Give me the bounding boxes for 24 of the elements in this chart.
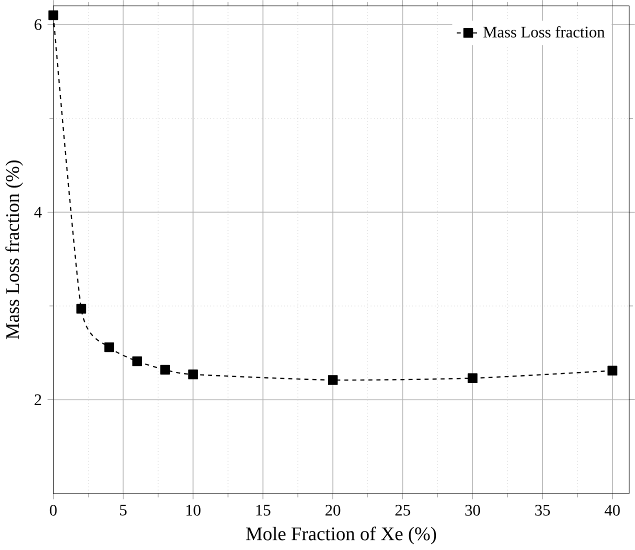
- x-tick-label: 0: [50, 505, 57, 516]
- point: [468, 373, 478, 384]
- point: [132, 356, 142, 366]
- x-tick-label: 5: [120, 505, 127, 516]
- x-tick-label: 25: [395, 505, 410, 516]
- point: [188, 370, 198, 380]
- x-tick-label: 20: [326, 505, 340, 516]
- point: [104, 342, 114, 352]
- point: [160, 365, 170, 375]
- x-tick-label: 40: [604, 505, 620, 516]
- x-tick-label: 30: [465, 505, 480, 516]
- point: [48, 10, 58, 20]
- point: [608, 366, 618, 376]
- point: [328, 375, 338, 386]
- y-tick-label: 4: [34, 207, 42, 218]
- legend-label: Mass Loss fraction: [483, 26, 605, 38]
- x-tick-label: 10: [186, 505, 200, 516]
- x-tick-label: 15: [256, 505, 270, 516]
- y-tick-label: 2: [34, 394, 42, 406]
- x-axis-title: Mole Fraction of Xe (%): [246, 526, 436, 544]
- y-axis-title: Mass Loss fraction (%): [5, 160, 23, 340]
- x-tick-label: 35: [535, 505, 550, 516]
- y-tick-label: 6: [34, 19, 42, 30]
- point: [76, 304, 86, 314]
